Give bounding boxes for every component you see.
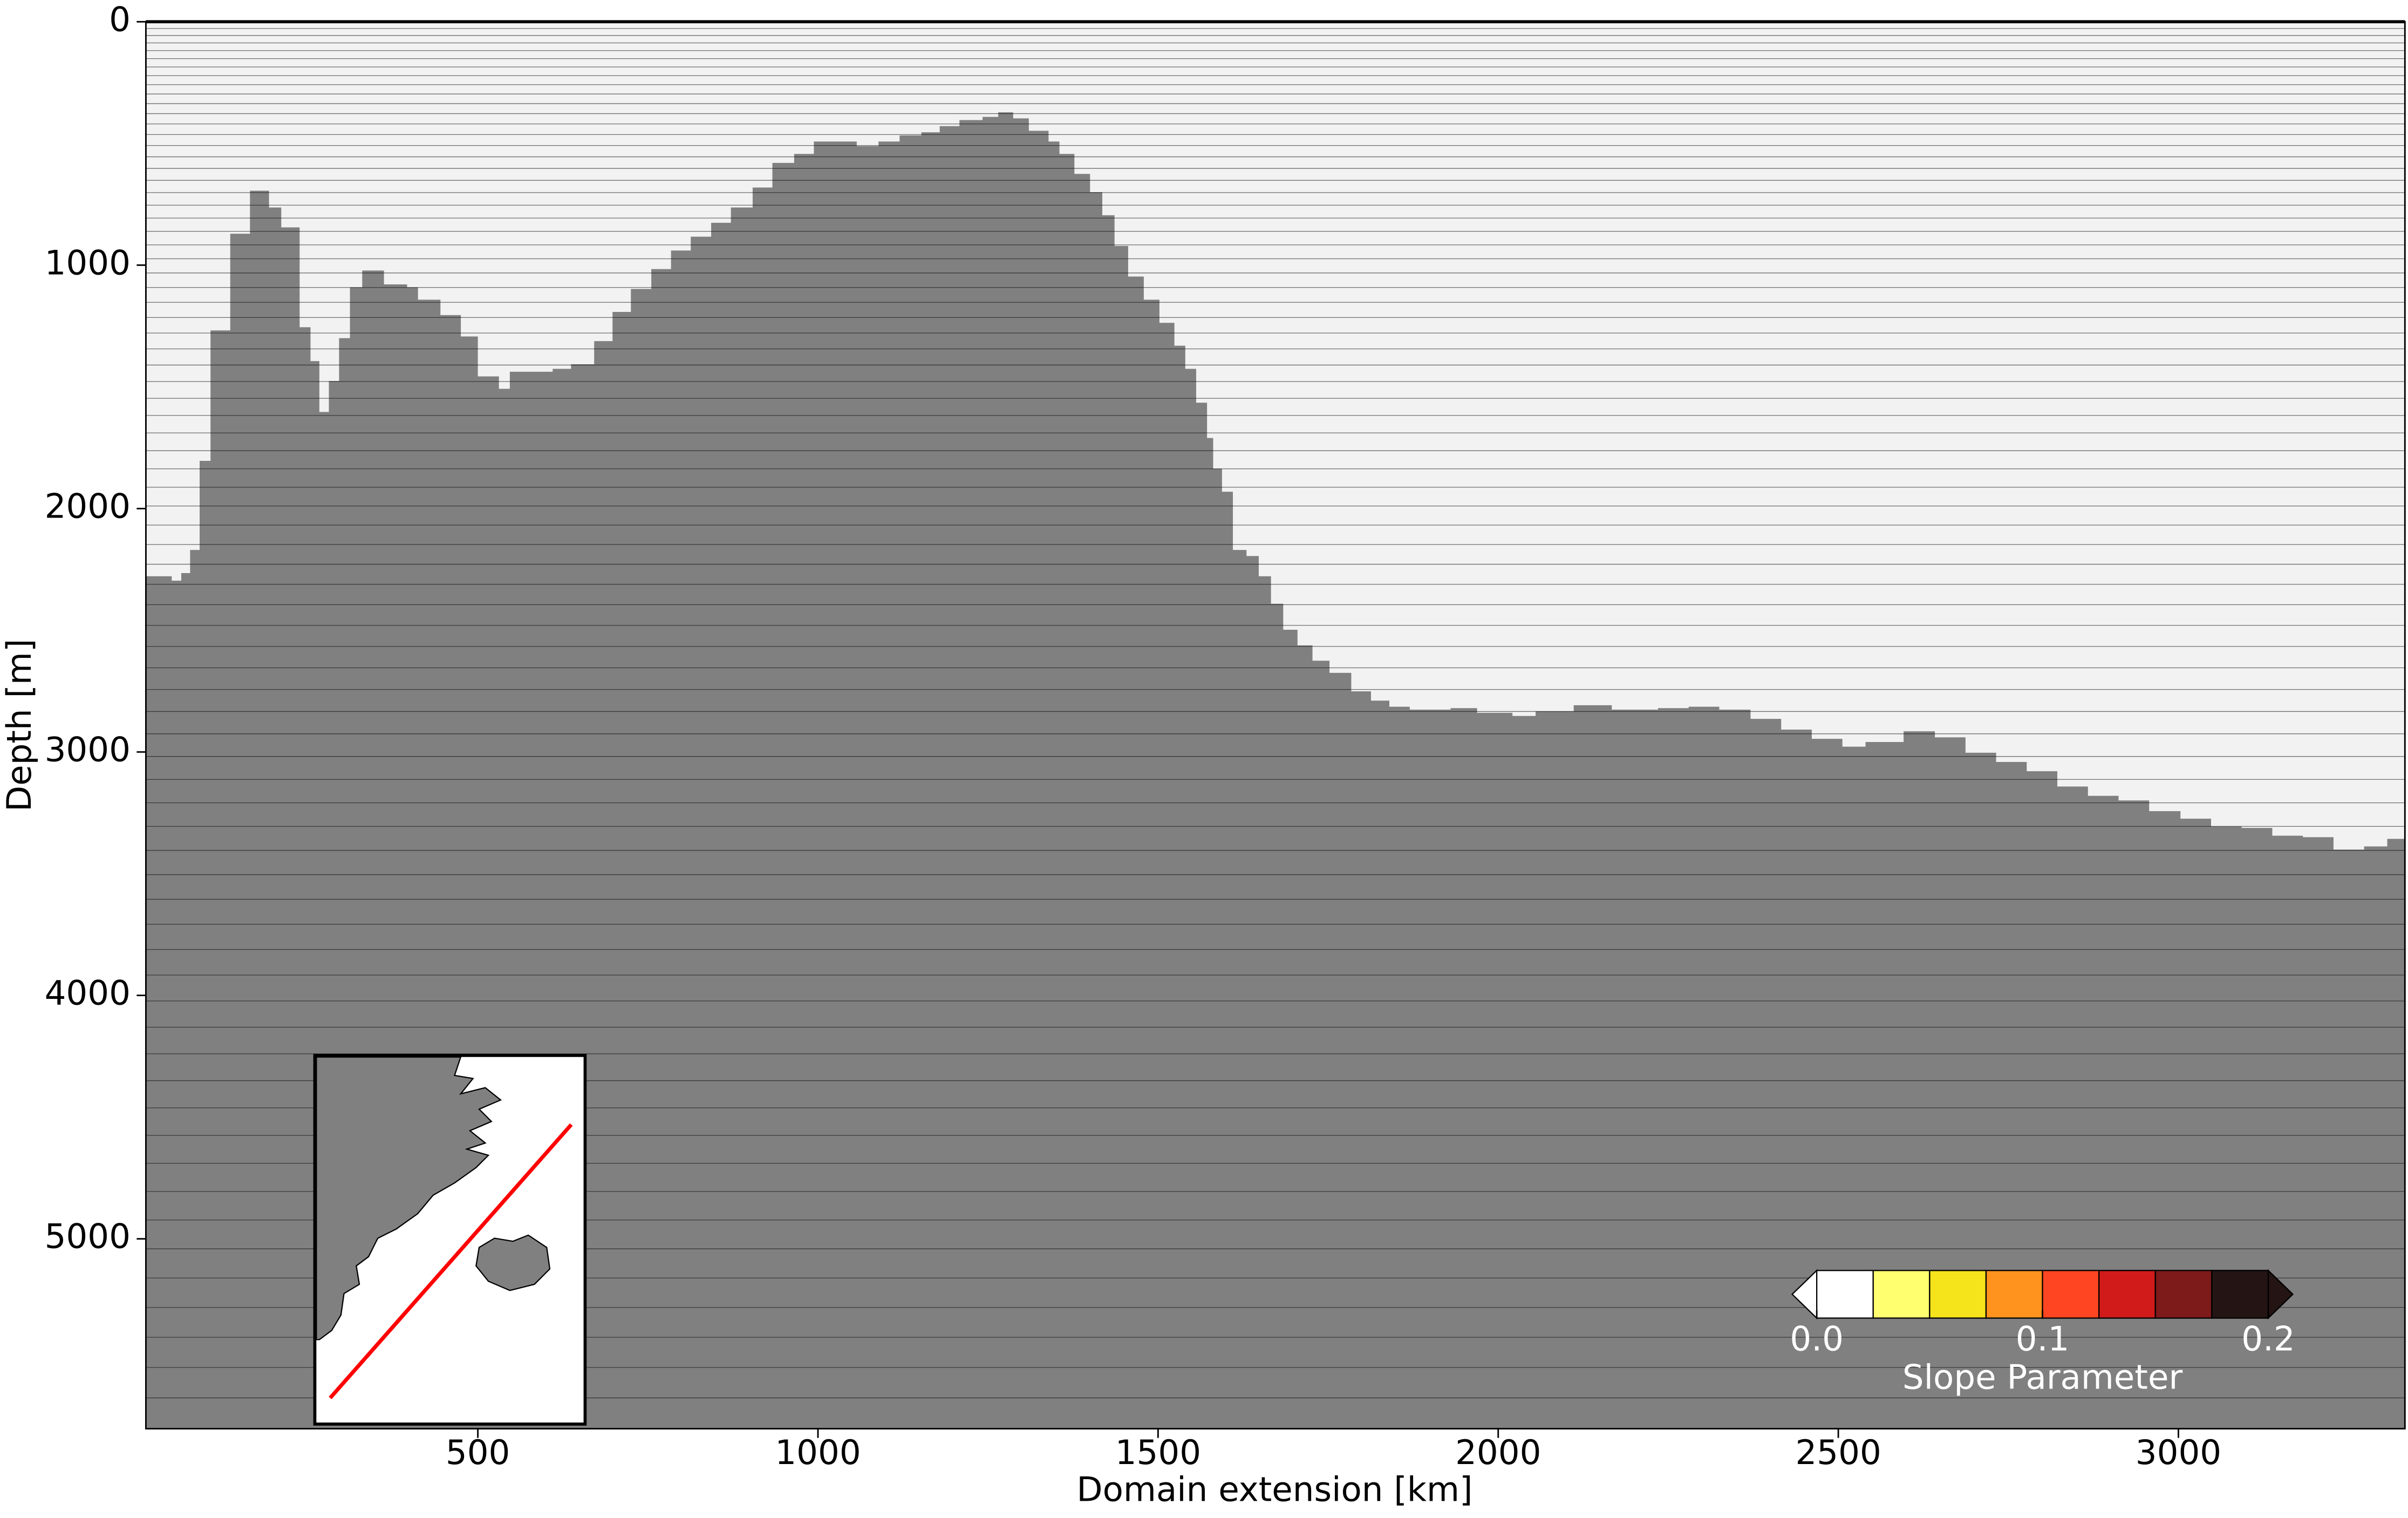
colorbar-tick-label: 0.0 (1790, 1319, 1844, 1358)
section-line (329, 1123, 573, 1399)
colorbar-segment (1816, 1270, 1874, 1319)
inset-island (475, 1234, 551, 1291)
colorbar-segment (2154, 1270, 2213, 1319)
inset-map (313, 1053, 587, 1426)
y-tick-label: 3000 (45, 730, 131, 770)
y-tick-label: 0 (109, 0, 131, 39)
colorbar: 0.0 0.1 0.2 Slope Parameter (1790, 1269, 2295, 1397)
y-tick-label: 1000 (45, 243, 131, 282)
colorbar-tick-label: 0.1 (2016, 1319, 2070, 1358)
x-tick-label: 3000 (2136, 1433, 2221, 1472)
inset-land (316, 1056, 502, 1340)
plot-area (146, 112, 2405, 1429)
colorbar-segment (1985, 1270, 2043, 1319)
y-axis-label: Depth [m] (0, 639, 39, 812)
x-tick-label: 500 (446, 1433, 510, 1472)
colorbar-segment (2042, 1270, 2100, 1319)
x-axis-label: Domain extension [km] (1076, 1469, 1472, 1509)
colorbar-segment (2098, 1270, 2156, 1319)
bathymetry (146, 112, 2405, 1429)
colorbar-label: Slope Parameter (1902, 1357, 2183, 1397)
y-tick-label: 5000 (45, 1217, 131, 1256)
colorbar-segment (1929, 1270, 1987, 1319)
x-tick-label: 2500 (1795, 1433, 1881, 1472)
y-tick-label: 2000 (45, 487, 131, 526)
x-tick-label: 1500 (1115, 1433, 1201, 1472)
colorbar-tick-label: 0.2 (2241, 1319, 2295, 1358)
colorbar-segment (2211, 1270, 2269, 1319)
x-tick-label: 2000 (1455, 1433, 1541, 1472)
x-tick-label: 1000 (775, 1433, 861, 1472)
y-tick-label: 4000 (45, 974, 131, 1013)
colorbar-segment (1872, 1270, 1931, 1319)
